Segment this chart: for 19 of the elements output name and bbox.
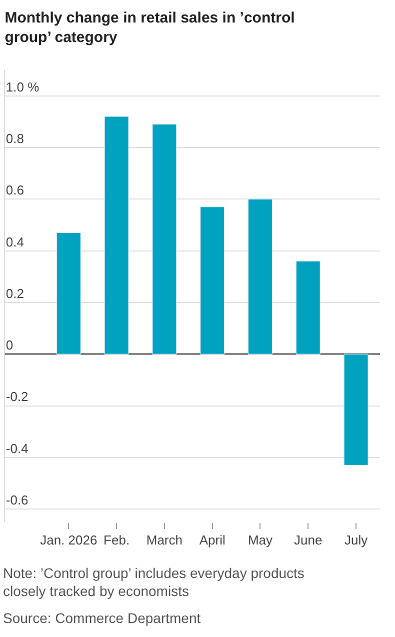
y-tick-label: 0.4 — [6, 234, 24, 250]
source-note: Source: Commerce Department — [3, 610, 201, 626]
y-tick-label: 0.2 — [6, 286, 24, 301]
y-tick-label: -0.6 — [6, 492, 28, 508]
chart-title: Monthly change in retail sales in ’control group’ category — [4, 9, 295, 46]
x-tick-label: April — [199, 532, 226, 548]
x-tick-label: July — [344, 532, 368, 548]
x-tick-label: May — [248, 532, 274, 548]
x-tick-label: June — [294, 532, 322, 548]
x-tick-label: Feb. — [104, 532, 130, 548]
x-tick-label: March — [146, 532, 183, 548]
y-tick-label: -0.4 — [6, 440, 28, 456]
y-tick-label: 1.0 % — [6, 79, 40, 94]
y-tick-label: 0.8 — [6, 130, 24, 146]
x-tick-label: Jan. 2026 — [40, 532, 98, 548]
y-tick-label: -0.2 — [6, 389, 28, 404]
y-tick-label: 0.6 — [6, 182, 24, 198]
y-tick-label: 0 — [6, 338, 14, 353]
text: Note: ’Control group’ includes everyday products closely tracked by economists — [3, 565, 304, 600]
